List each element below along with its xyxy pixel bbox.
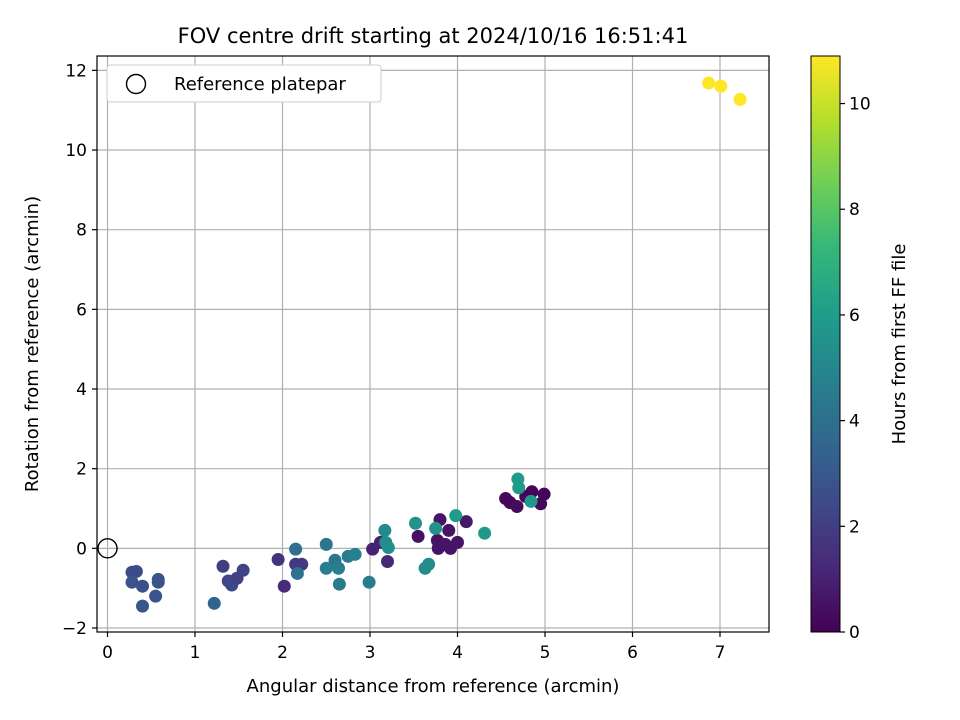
x-tick-label: 3	[365, 643, 376, 663]
colorbar-tick-label: 4	[849, 412, 860, 432]
colorbar-tick-label: 0	[849, 623, 860, 643]
data-point	[332, 561, 345, 575]
data-point	[442, 523, 456, 537]
data-point	[409, 516, 422, 530]
data-point	[381, 554, 394, 568]
colorbar-gradient	[810, 55, 841, 633]
legend: Reference platepar	[106, 64, 382, 103]
colorbar-tick-label: 10	[849, 95, 871, 115]
reference-marker	[97, 538, 118, 559]
data-point	[348, 547, 362, 561]
y-tick-label: 6	[76, 300, 87, 320]
colorbar-ticks: 0 2 4 6 8 10	[840, 95, 871, 643]
x-tick-label: 4	[452, 643, 463, 663]
data-point	[429, 521, 443, 535]
x-tick-label: 6	[627, 643, 638, 663]
legend-box	[106, 64, 382, 103]
data-point	[129, 564, 143, 578]
y-tick-label: 0	[76, 539, 87, 559]
y-tick-label: 10	[65, 141, 87, 161]
y-tick-label: −2	[62, 619, 87, 639]
data-point	[319, 561, 333, 575]
x-axis-label: Angular distance from reference (arcmin)	[247, 676, 620, 697]
data-point	[478, 526, 492, 540]
data-point	[271, 553, 285, 567]
x-tick-label: 2	[277, 643, 288, 663]
data-point	[319, 537, 333, 551]
colorbar-tick-label: 6	[849, 306, 860, 326]
data-point	[236, 563, 250, 577]
data-point	[411, 529, 425, 543]
data-point	[459, 515, 473, 529]
data-point	[449, 509, 463, 523]
x-tick-label: 7	[715, 643, 726, 663]
data-point	[714, 79, 728, 93]
data-point	[149, 589, 163, 603]
data-point	[332, 577, 346, 591]
data-points	[125, 76, 747, 613]
x-tick-label: 5	[540, 643, 551, 663]
data-point	[510, 500, 524, 514]
x-tick-label: 0	[102, 643, 113, 663]
y-axis: −2 0 2 4 6 8 10 12	[62, 61, 97, 639]
colorbar-label: Hours from first FF file	[889, 244, 910, 445]
data-point	[422, 557, 436, 571]
data-point	[524, 494, 538, 508]
data-point	[378, 523, 392, 537]
x-axis: 0 1 2 3 4 5 6 7	[102, 632, 725, 663]
data-point	[125, 575, 139, 589]
data-point	[207, 596, 221, 610]
data-point	[136, 579, 149, 593]
y-tick-label: 8	[76, 221, 87, 241]
colorbar-tick-label: 2	[849, 517, 860, 537]
y-tick-label: 12	[65, 61, 87, 81]
legend-marker-circle	[125, 73, 147, 95]
data-point	[136, 599, 149, 613]
y-tick-label: 2	[76, 460, 87, 480]
data-point	[733, 92, 747, 106]
legend-entry-label: Reference platepar	[174, 74, 346, 95]
y-tick-label: 4	[76, 380, 87, 400]
data-point	[151, 575, 165, 589]
data-point	[277, 579, 291, 593]
data-point	[216, 559, 230, 573]
data-point	[537, 487, 551, 501]
data-point	[451, 535, 464, 549]
data-point	[362, 575, 376, 589]
reference-platepar-point	[97, 538, 118, 559]
chart-title: FOV centre drift starting at 2024/10/16 …	[178, 24, 689, 48]
colorbar: 0 2 4 6 8 10 Hours from first FF file	[810, 55, 910, 643]
colorbar-tick-label: 8	[849, 200, 860, 220]
y-axis-label: Rotation from reference (arcmin)	[22, 196, 43, 492]
data-point	[290, 566, 304, 580]
data-point	[289, 542, 303, 556]
data-point	[381, 541, 395, 555]
data-point	[512, 481, 526, 495]
data-point	[702, 76, 716, 90]
data-point	[525, 485, 539, 499]
grid-lines	[97, 56, 769, 632]
x-tick-label: 1	[190, 643, 201, 663]
plot-frame	[96, 55, 770, 633]
